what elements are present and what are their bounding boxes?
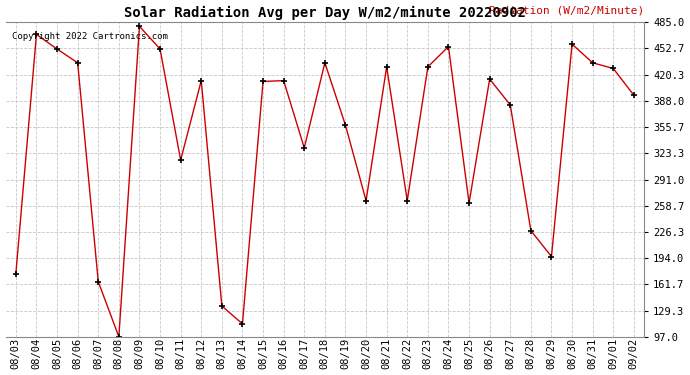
Text: Copyright 2022 Cartronics.com: Copyright 2022 Cartronics.com (12, 32, 168, 41)
Title: Solar Radiation Avg per Day W/m2/minute 20220902: Solar Radiation Avg per Day W/m2/minute … (124, 6, 526, 20)
Text: Radiation (W/m2/Minute): Radiation (W/m2/Minute) (489, 6, 644, 16)
